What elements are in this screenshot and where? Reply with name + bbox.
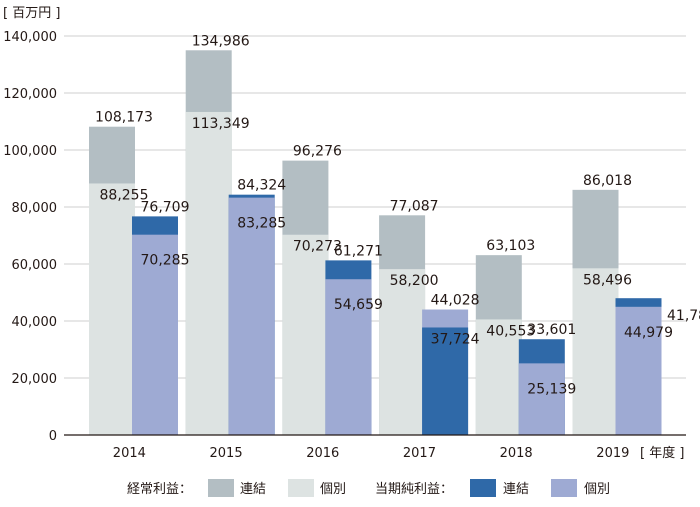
y-tick-label: 20,000 <box>12 372 58 387</box>
data-label: 96,276 <box>293 144 342 160</box>
bar-net-individual <box>518 363 565 435</box>
bar-net-consolidated <box>422 327 469 435</box>
data-label: 44,979 <box>624 325 673 341</box>
data-label: 76,709 <box>141 199 190 215</box>
bar-net-individual <box>615 306 662 435</box>
legend-swatch-ordinary-individual <box>288 479 314 497</box>
bar-net-individual <box>228 197 275 435</box>
data-label: 58,200 <box>390 273 439 289</box>
legend-swatch-net-consolidated <box>470 479 496 497</box>
x-tick-label: 2019 <box>596 446 629 461</box>
axes: 0 20,000 40,000 60,000 80,000 100,000 120,000 1… <box>3 30 686 461</box>
bar-ordinary-individual <box>89 183 135 435</box>
data-label: 61,271 <box>334 243 383 259</box>
data-label: 70,285 <box>141 253 190 269</box>
bar-ordinary-individual <box>379 269 426 435</box>
data-label: 44,028 <box>431 293 480 309</box>
y-tick-label: 100,000 <box>3 144 57 159</box>
data-label: 77,087 <box>390 198 439 214</box>
x-tick-label: 2016 <box>306 446 339 461</box>
data-label: 86,018 <box>583 173 632 189</box>
data-label: 54,659 <box>334 297 383 313</box>
y-tick-label: 80,000 <box>12 201 58 216</box>
x-tick-label: 2014 <box>113 446 146 461</box>
data-label: 108,173 <box>95 110 153 126</box>
x-tick-label: 2017 <box>403 446 436 461</box>
bar-ordinary-individual <box>475 319 522 435</box>
y-tick-label: 140,000 <box>3 30 57 45</box>
data-label: 40,553 <box>486 323 535 339</box>
x-tick-label: 2015 <box>210 446 243 461</box>
y-tick-label: 60,000 <box>12 258 58 273</box>
legend-swatch-net-individual <box>551 479 577 497</box>
data-label: 33,601 <box>527 322 576 338</box>
data-label: 63,103 <box>486 238 535 254</box>
legend-label-ordinary-consolidated: 連結 <box>240 482 266 497</box>
bar-ordinary-individual <box>282 234 329 435</box>
x-tick-label: 2018 <box>500 446 533 461</box>
y-tick-label: 0 <box>49 429 57 444</box>
data-label: 58,496 <box>583 272 632 288</box>
legend-group-net-label: 当期純利益： <box>375 482 453 497</box>
bar-ordinary-individual <box>185 111 232 435</box>
data-label: 88,255 <box>100 187 149 203</box>
data-label: 25,139 <box>527 381 576 397</box>
legend-label-ordinary-individual: 個別 <box>320 482 346 497</box>
legend-group-ordinary-label: 経常利益： <box>127 482 192 497</box>
data-label: 134,986 <box>192 33 250 49</box>
legend-label-net-individual: 個別 <box>584 482 610 497</box>
bar-net-individual <box>325 279 372 435</box>
data-label: 113,349 <box>192 116 250 132</box>
legend: 経常利益： 連結 個別 当期純利益： 連結 個別 <box>127 479 610 497</box>
bars <box>89 50 662 436</box>
legend-label-net-consolidated: 連結 <box>503 482 529 497</box>
bar-ordinary-individual <box>572 268 619 435</box>
data-label: 84,324 <box>237 178 286 194</box>
data-label: 37,724 <box>431 331 480 347</box>
y-tick-label: 120,000 <box>3 87 57 102</box>
y-tick-label: 40,000 <box>12 315 58 330</box>
data-label: 41,788 <box>667 308 700 324</box>
y-unit-label: [ 百万円 ] <box>3 6 60 21</box>
data-label: 83,285 <box>237 216 286 232</box>
data-label: 70,273 <box>293 239 342 255</box>
x-unit-label: [ 年度 ] <box>640 445 684 461</box>
bar-net-individual <box>132 234 178 435</box>
legend-swatch-ordinary-consolidated <box>208 479 234 497</box>
